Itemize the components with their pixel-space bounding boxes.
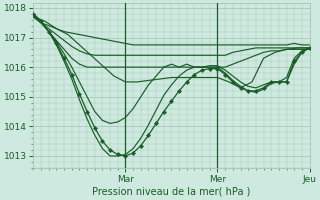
X-axis label: Pression niveau de la mer( hPa ): Pression niveau de la mer( hPa ) [92, 187, 251, 197]
